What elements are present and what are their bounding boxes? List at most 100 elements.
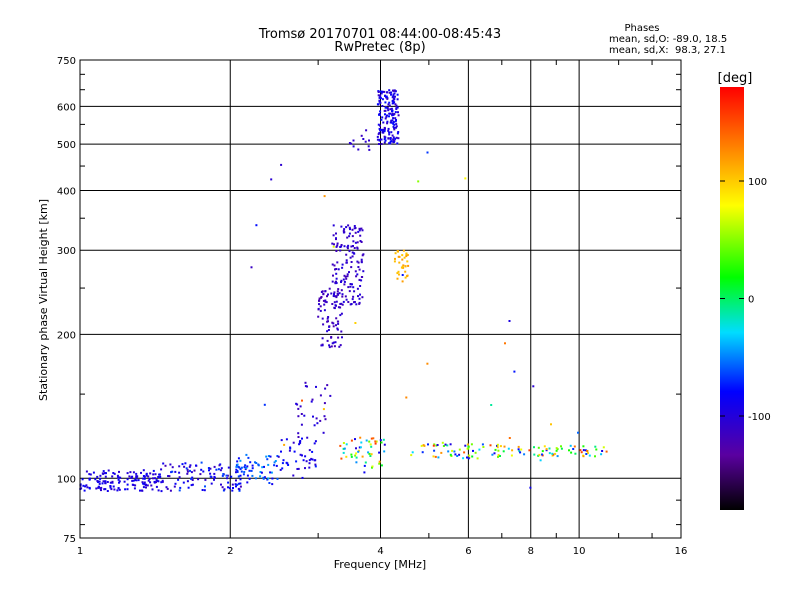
data-point (217, 468, 220, 471)
data-point (384, 113, 386, 116)
data-point (328, 344, 331, 347)
data-point (376, 135, 379, 138)
data-point (313, 424, 316, 427)
data-point (308, 466, 311, 469)
data-point (377, 94, 380, 97)
data-point (375, 440, 378, 443)
data-point (340, 330, 343, 333)
data-point (304, 455, 307, 458)
data-point (340, 281, 342, 283)
data-point (237, 487, 240, 490)
data-point (504, 342, 506, 345)
data-point (533, 446, 535, 449)
data-point (393, 127, 396, 129)
data-point (350, 245, 353, 248)
data-point (335, 232, 337, 235)
data-point (356, 273, 359, 276)
data-point (246, 465, 249, 468)
data-point (340, 312, 343, 315)
data-point (383, 443, 386, 446)
data-point (335, 317, 338, 320)
data-point (383, 90, 386, 93)
x-axis-label: Frequency [MHz] (334, 558, 426, 571)
data-point (376, 138, 379, 141)
data-point (392, 136, 395, 139)
data-point (349, 256, 352, 259)
data-point (513, 370, 516, 373)
data-point (394, 95, 396, 98)
data-point (357, 148, 360, 151)
data-point (333, 243, 335, 246)
data-point (297, 407, 300, 410)
data-point (228, 487, 231, 490)
data-point (397, 111, 399, 114)
data-point (326, 330, 329, 333)
data-point (266, 478, 269, 481)
data-point (380, 441, 383, 444)
data-point (347, 301, 350, 303)
data-point (323, 303, 326, 306)
data-point (359, 436, 362, 439)
data-point (352, 295, 355, 298)
data-point (149, 481, 152, 484)
data-point (337, 306, 340, 309)
data-point (171, 466, 174, 469)
data-point (191, 479, 194, 481)
data-point (391, 113, 394, 116)
data-point (350, 303, 353, 305)
data-point (179, 486, 182, 489)
data-point (327, 329, 330, 331)
data-point (395, 119, 397, 121)
data-point (340, 244, 343, 246)
y-tick-label: 500 (57, 140, 76, 151)
data-point (265, 455, 268, 458)
data-point (116, 474, 119, 477)
data-point (397, 137, 400, 140)
data-point (411, 451, 414, 454)
data-point (326, 295, 328, 298)
data-point (231, 489, 234, 492)
data-point (449, 443, 452, 446)
data-point (381, 116, 384, 119)
data-point (548, 452, 551, 455)
data-point (401, 258, 404, 261)
data-point (239, 467, 242, 470)
data-point (240, 470, 243, 473)
data-point (174, 470, 177, 473)
data-point (394, 120, 397, 123)
data-point (314, 465, 317, 468)
data-point (328, 287, 331, 290)
data-point (327, 293, 329, 296)
data-point (141, 481, 144, 484)
data-point (541, 453, 543, 456)
data-point (158, 476, 161, 479)
data-point (370, 445, 373, 448)
data-point (188, 465, 191, 468)
data-point (560, 447, 563, 450)
data-point (333, 345, 336, 348)
data-point (384, 139, 387, 142)
data-point (263, 476, 266, 479)
data-point (321, 344, 324, 347)
data-point (351, 228, 354, 231)
data-point (434, 455, 437, 458)
data-point (190, 484, 193, 487)
data-point (388, 142, 391, 145)
data-point (145, 472, 148, 475)
y-tick-label: 200 (57, 330, 76, 341)
data-point (128, 475, 131, 478)
data-point (466, 456, 468, 459)
data-point (119, 476, 122, 479)
data-point (343, 283, 346, 286)
data-point (518, 450, 521, 453)
data-point (312, 415, 314, 418)
data-point (117, 487, 120, 490)
data-point (126, 472, 129, 475)
data-point (313, 442, 316, 445)
data-point (208, 469, 210, 472)
data-point (601, 450, 604, 452)
data-point (384, 127, 386, 130)
data-point (111, 475, 114, 478)
data-point (595, 448, 598, 451)
data-point (351, 298, 354, 301)
